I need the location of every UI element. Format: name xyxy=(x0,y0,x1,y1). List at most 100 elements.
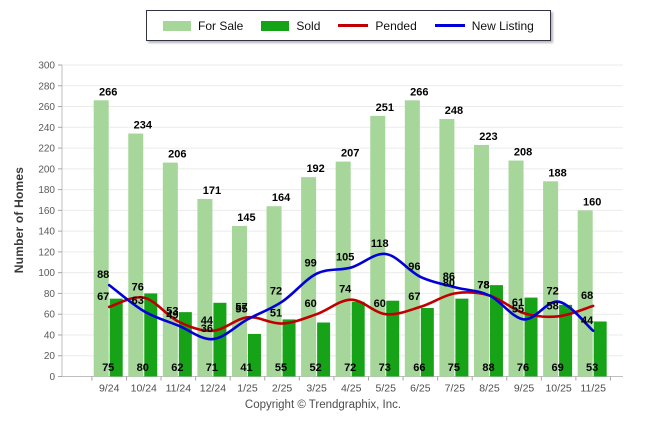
x-axis-label: 10/25 xyxy=(545,383,571,395)
x-axis-label: 11/25 xyxy=(580,383,606,395)
x-axis-label: 11/24 xyxy=(166,383,192,395)
bar-sold xyxy=(524,297,538,377)
y-tick-label: 220 xyxy=(38,144,55,155)
pended-value-label: 44 xyxy=(201,315,214,327)
legend-item-for-sale: For Sale xyxy=(163,19,243,33)
bar-sold xyxy=(109,298,123,377)
new-listing-value-label: 86 xyxy=(443,271,455,283)
legend-item-new-listing: New Listing xyxy=(434,18,534,33)
sold-value-label: 72 xyxy=(344,362,356,374)
legend-label-pended: Pended xyxy=(375,18,417,33)
pended-value-label: 58 xyxy=(546,300,558,312)
bar-for-sale xyxy=(543,181,559,377)
y-tick-label: 280 xyxy=(38,81,55,92)
bar-for-sale xyxy=(231,225,247,377)
sold-value-label: 88 xyxy=(482,362,494,374)
new-listing-value-label: 99 xyxy=(304,258,316,270)
line-pended xyxy=(107,291,595,333)
for-sale-value-label: 251 xyxy=(376,102,394,114)
sold-value-label: 76 xyxy=(517,362,529,374)
new-listing-value-label: 105 xyxy=(336,251,354,263)
legend-label-new-listing: New Listing xyxy=(471,18,534,33)
y-tick-label: 120 xyxy=(38,247,55,258)
for-sale-value-label: 234 xyxy=(134,120,153,132)
y-tick-label: 140 xyxy=(38,227,55,238)
new-listing-line-swatch xyxy=(434,24,465,27)
y-tick-label: 60 xyxy=(44,310,56,321)
sold-value-label: 71 xyxy=(206,362,218,374)
for-sale-value-label: 266 xyxy=(410,86,428,98)
bar-for-sale xyxy=(266,206,282,377)
pended-value-label: 60 xyxy=(374,298,386,310)
for-sale-value-label: 208 xyxy=(514,147,532,159)
legend-item-sold: Sold xyxy=(261,19,320,33)
bar-for-sale xyxy=(404,100,420,377)
bar-sold xyxy=(213,302,227,377)
bar-sold xyxy=(351,301,365,377)
y-tick-label: 300 xyxy=(38,61,55,72)
for-sale-value-label: 188 xyxy=(548,167,566,179)
y-tick-label: 0 xyxy=(49,372,55,383)
pended-value-label: 51 xyxy=(270,308,282,320)
x-axis-label: 10/24 xyxy=(131,383,157,395)
sold-value-label: 69 xyxy=(551,362,563,374)
bar-sold xyxy=(317,322,331,377)
x-axis-label: 7/25 xyxy=(445,383,466,395)
pended-value-label: 67 xyxy=(408,291,420,303)
x-axis-label: 9/24 xyxy=(99,383,120,395)
new-listing-value-label: 63 xyxy=(132,295,144,307)
pended-value-label: 67 xyxy=(97,291,109,303)
y-tick-label: 200 xyxy=(38,164,55,175)
bar-sold xyxy=(247,333,261,377)
sold-value-label: 52 xyxy=(309,362,321,374)
for-sale-value-label: 171 xyxy=(203,185,221,197)
for-sale-value-label: 223 xyxy=(479,131,497,143)
sold-value-label: 55 xyxy=(275,362,287,374)
new-listing-value-label: 72 xyxy=(546,286,558,298)
bar-sold xyxy=(455,298,469,377)
y-tick-label: 180 xyxy=(38,185,55,196)
pended-value-label: 80 xyxy=(443,277,455,289)
for-sale-value-label: 192 xyxy=(306,163,324,175)
for-sale-value-label: 207 xyxy=(341,148,359,160)
pended-value-label: 68 xyxy=(581,290,593,302)
x-axis-label: 12/24 xyxy=(200,383,226,395)
bar-for-sale xyxy=(162,162,178,377)
for-sale-value-label: 164 xyxy=(272,192,291,204)
legend: For Sale Sold Pended New Listing xyxy=(146,10,551,41)
line-new-listing xyxy=(107,252,595,341)
bar-sold xyxy=(386,300,400,377)
new-listing-value-label: 49 xyxy=(166,310,178,322)
bar-sold xyxy=(282,319,296,377)
y-tick-label: 240 xyxy=(38,123,55,134)
bar-sold xyxy=(593,321,607,377)
x-axis-label: 1/25 xyxy=(237,383,258,395)
for-sale-value-label: 145 xyxy=(237,212,255,224)
bar-for-sale xyxy=(473,144,489,377)
sold-value-label: 75 xyxy=(448,362,460,374)
x-axis-label: 2/25 xyxy=(272,383,293,395)
new-listing-value-label: 78 xyxy=(477,280,489,292)
pended-value-label: 61 xyxy=(512,297,524,309)
x-axis-label: 5/25 xyxy=(376,383,397,395)
x-axis-label: 4/25 xyxy=(341,383,362,395)
bar-for-sale xyxy=(128,133,144,377)
pended-value-label: 76 xyxy=(132,282,144,294)
sold-value-label: 75 xyxy=(102,362,114,374)
x-axis-label: 9/25 xyxy=(514,383,535,395)
y-tick-label: 40 xyxy=(44,330,56,341)
y-tick-label: 260 xyxy=(38,102,55,113)
sold-swatch xyxy=(261,20,290,31)
bar-for-sale xyxy=(577,210,593,377)
new-listing-value-label: 72 xyxy=(270,286,282,298)
sold-value-label: 41 xyxy=(240,362,252,374)
bar-for-sale xyxy=(197,198,213,377)
y-tick-label: 20 xyxy=(44,351,56,362)
bar-for-sale xyxy=(439,118,455,377)
for-sale-value-label: 206 xyxy=(168,149,186,161)
sold-value-label: 80 xyxy=(137,362,149,374)
new-listing-value-label: 36 xyxy=(201,323,213,335)
x-axis-label: 3/25 xyxy=(306,383,327,395)
legend-label-for-sale: For Sale xyxy=(198,18,244,33)
